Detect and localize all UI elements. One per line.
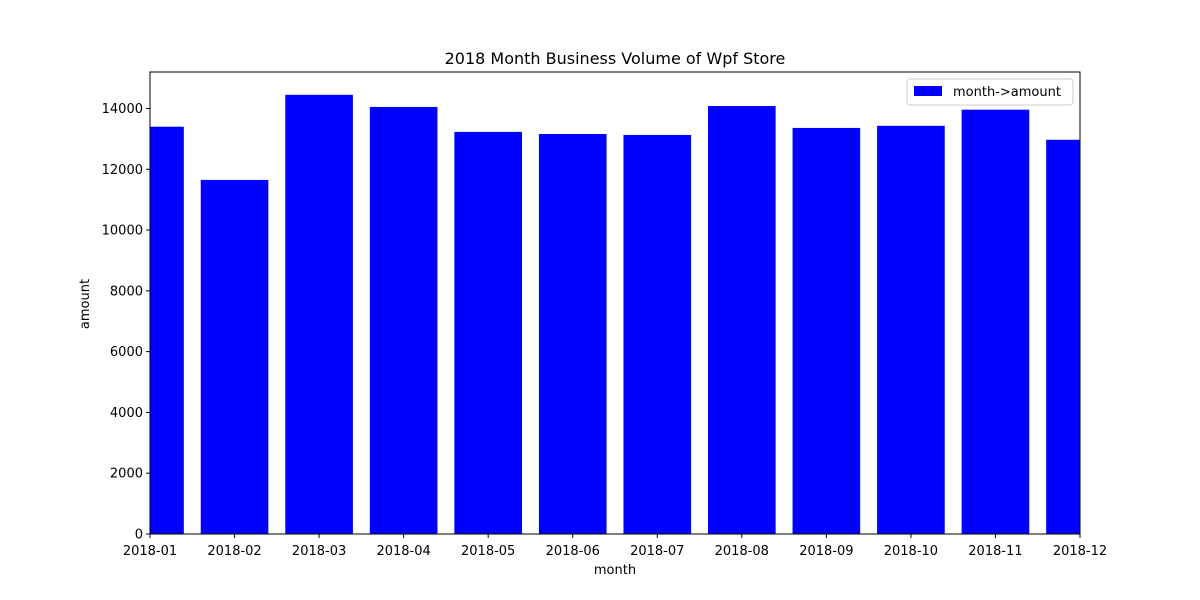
axes-group bbox=[149, 71, 1081, 535]
y-tick-label: 6000 bbox=[110, 345, 143, 360]
x-tick-label: 2018-11 bbox=[968, 544, 1022, 559]
bar-2018-06 bbox=[538, 134, 607, 534]
bar-2018-12 bbox=[1046, 139, 1080, 534]
x-tick-label: 2018-09 bbox=[799, 544, 853, 559]
legend-frame bbox=[906, 78, 1074, 106]
y-tick-label: 10000 bbox=[102, 224, 143, 239]
bar-2018-10 bbox=[877, 125, 945, 534]
x-tick-label: 2018-04 bbox=[376, 544, 430, 559]
bar-2018-08 bbox=[708, 106, 776, 534]
bar-2018-11 bbox=[961, 109, 1030, 534]
x-tick-label: 2018-02 bbox=[207, 544, 261, 559]
bar-2018-05 bbox=[454, 131, 522, 534]
x-tick-label: 2018-05 bbox=[461, 544, 515, 559]
y-ticks-group: 0 2000 4000 6000 8000 10000 12000 14000 bbox=[102, 102, 150, 543]
legend-label: month->amount bbox=[953, 85, 1061, 100]
x-axis-label: month bbox=[594, 563, 636, 578]
x-ticks-group: 2018-01 2018-02 2018-03 2018-04 2018-05 2018-… bbox=[123, 534, 1107, 559]
x-tick-label: 2018-12 bbox=[1053, 544, 1107, 559]
bar-2018-02 bbox=[200, 179, 269, 534]
x-tick-label: 2018-08 bbox=[715, 544, 769, 559]
y-tick-label: 12000 bbox=[102, 163, 143, 178]
y-tick-label: 0 bbox=[135, 528, 143, 543]
x-tick-label: 2018-06 bbox=[546, 544, 600, 559]
bar-2018-03 bbox=[285, 94, 353, 534]
legend-swatch bbox=[914, 86, 942, 96]
y-tick-label: 2000 bbox=[110, 467, 143, 482]
bar-2018-07 bbox=[623, 134, 692, 534]
x-tick-label: 2018-03 bbox=[292, 544, 346, 559]
x-tick-label: 2018-07 bbox=[630, 544, 684, 559]
bar-2018-01 bbox=[150, 126, 184, 534]
y-tick-label: 14000 bbox=[102, 102, 143, 117]
plot-frame bbox=[149, 71, 1081, 535]
legend: month->amount bbox=[906, 78, 1074, 106]
x-tick-label: 2018-10 bbox=[884, 544, 938, 559]
y-tick-label: 4000 bbox=[110, 406, 143, 421]
bar-2018-09 bbox=[792, 127, 861, 534]
y-axis-label: amount bbox=[78, 279, 93, 329]
x-tick-label: 2018-01 bbox=[123, 544, 177, 559]
chart-title: 2018 Month Business Volume of Wpf Store bbox=[445, 49, 786, 68]
bar-2018-04 bbox=[369, 106, 438, 534]
y-tick-label: 8000 bbox=[110, 284, 143, 299]
bars-group bbox=[150, 94, 1080, 534]
